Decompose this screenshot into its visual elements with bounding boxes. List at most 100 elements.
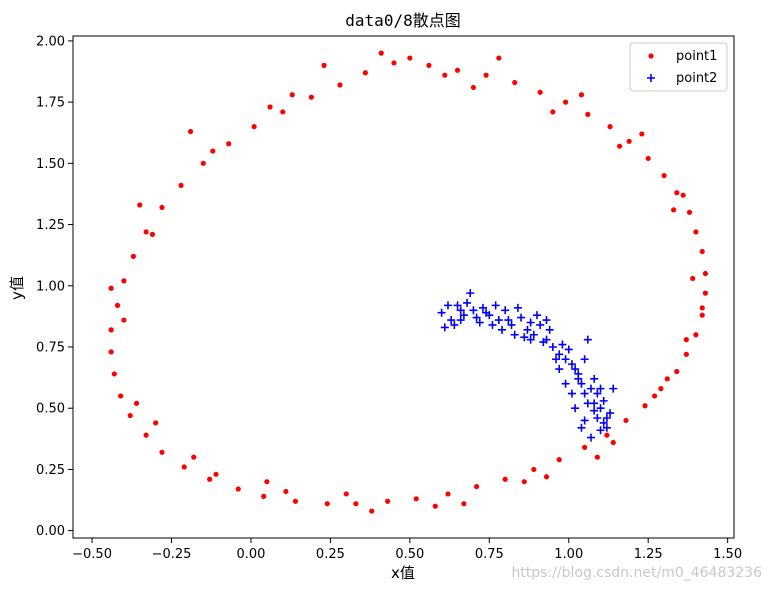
- point2-marker: [555, 350, 564, 359]
- point2-marker: [552, 355, 561, 364]
- point1-marker: [321, 62, 327, 68]
- chart-title: data0/8散点图: [345, 11, 460, 30]
- point2-marker: [548, 342, 557, 351]
- point1-marker: [213, 471, 219, 477]
- point1-marker: [235, 486, 241, 492]
- point1-marker: [133, 400, 140, 406]
- point1-marker: [413, 496, 419, 502]
- point2-marker: [609, 384, 618, 393]
- point1-marker: [143, 229, 149, 235]
- point2-marker: [580, 416, 589, 425]
- point2-marker: [577, 423, 586, 432]
- point2-marker: [520, 333, 529, 342]
- point1-marker: [407, 55, 413, 61]
- point1-marker: [226, 141, 232, 147]
- point2-marker: [567, 360, 576, 369]
- point2-marker: [437, 308, 446, 317]
- point2-marker: [593, 389, 602, 398]
- point2-marker: [574, 374, 583, 383]
- point1-marker: [645, 155, 651, 162]
- point1-marker: [623, 417, 629, 424]
- point1-marker: [562, 99, 569, 105]
- point2-marker: [447, 316, 456, 325]
- point2-marker: [443, 301, 452, 310]
- point1-marker: [550, 109, 556, 115]
- point2-marker: [510, 330, 519, 339]
- point1-marker: [699, 305, 705, 311]
- y-tick-label: 1.25: [36, 218, 65, 233]
- point1-marker: [483, 72, 489, 78]
- point1-marker: [651, 393, 658, 399]
- point2-marker: [539, 338, 548, 347]
- point2-marker: [491, 301, 500, 310]
- point2-marker: [463, 298, 472, 307]
- y-tick-label: 0.25: [36, 463, 65, 478]
- point2-marker: [586, 433, 595, 442]
- point1-marker: [702, 290, 708, 296]
- point1-marker: [543, 474, 550, 480]
- x-tick-label: −0.50: [72, 547, 112, 562]
- point1-marker: [111, 371, 117, 377]
- point1-marker: [585, 111, 591, 117]
- point2-marker: [602, 414, 611, 423]
- point1-marker: [159, 449, 165, 455]
- point1-marker: [378, 50, 384, 56]
- point2-marker: [596, 404, 605, 413]
- point2-marker: [466, 289, 475, 298]
- point1-marker: [432, 503, 438, 509]
- point1-marker: [280, 109, 286, 115]
- legend-label-point2: point2: [676, 71, 717, 86]
- point1-marker: [289, 92, 295, 98]
- point2-marker: [583, 335, 592, 344]
- point1-marker: [531, 466, 537, 473]
- point2-marker: [507, 320, 516, 329]
- point1-marker: [537, 89, 543, 95]
- point1-marker: [442, 72, 448, 78]
- point2-marker: [558, 340, 567, 349]
- point1-marker: [200, 160, 206, 166]
- point1-marker: [114, 302, 121, 308]
- point2-marker: [542, 316, 551, 325]
- x-tick-label: 0.50: [395, 547, 424, 562]
- point1-marker: [658, 386, 664, 392]
- point1-marker: [674, 190, 680, 196]
- point1-marker: [671, 207, 677, 213]
- x-tick-label: 0.75: [475, 547, 504, 562]
- point2-marker: [482, 308, 491, 317]
- point2-marker: [498, 325, 507, 334]
- point2-marker: [567, 389, 576, 398]
- point1-marker: [661, 172, 667, 179]
- point2-marker: [526, 335, 535, 344]
- point2-marker: [590, 399, 599, 408]
- point2-marker: [561, 379, 570, 388]
- point1-marker: [639, 131, 645, 137]
- point1-marker: [108, 349, 114, 355]
- point2-marker: [456, 306, 465, 315]
- point2-marker: [504, 316, 513, 325]
- point1-marker: [502, 476, 508, 482]
- y-tick-label: 0.75: [36, 340, 65, 355]
- point1-marker: [385, 498, 391, 504]
- point2-marker: [602, 423, 611, 432]
- point1-marker: [616, 143, 623, 149]
- point1-marker: [121, 317, 127, 323]
- point1-marker: [473, 483, 480, 490]
- point1-marker: [121, 278, 127, 284]
- point1-marker: [680, 192, 686, 198]
- point2-marker: [453, 301, 462, 310]
- point1-marker: [153, 420, 159, 426]
- point1-marker: [470, 84, 477, 91]
- point2-marker: [488, 320, 497, 329]
- point1-marker: [604, 432, 610, 438]
- point2-marker: [440, 323, 449, 332]
- point2-marker: [580, 389, 589, 398]
- series-point2-markers: [437, 289, 618, 442]
- y-tick-label: 1.00: [36, 279, 65, 294]
- point2-marker: [545, 325, 554, 334]
- point2-marker: [532, 311, 541, 320]
- y-axis-ticks: 0.00 0.25 0.50 0.75 1.00 1.25 1.50 1.75 2.00: [36, 34, 73, 539]
- point1-marker: [283, 488, 289, 495]
- point2-marker: [571, 365, 580, 374]
- y-axis-label: y值: [8, 276, 26, 300]
